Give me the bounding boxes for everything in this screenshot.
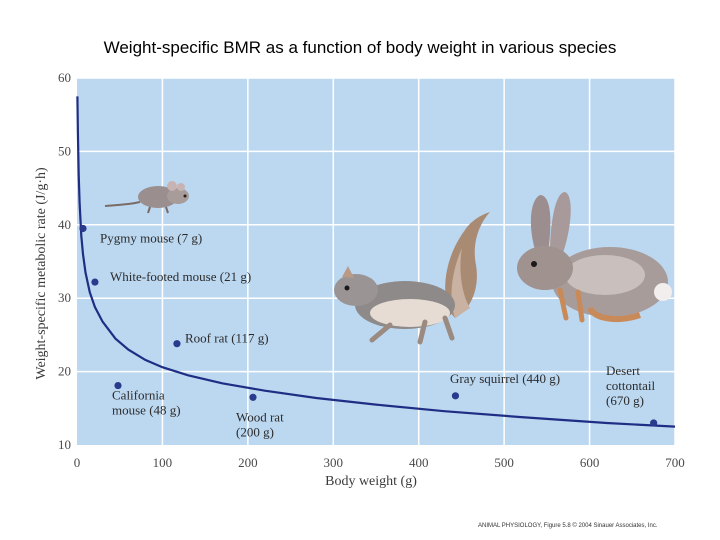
x-axis-label: Body weight (g) xyxy=(325,474,417,489)
x-tick-label: 300 xyxy=(324,455,344,470)
data-point-white-footed-mouse xyxy=(91,278,99,286)
x-tick-label: 0 xyxy=(74,455,81,470)
data-label-desert-cottontail: Desert xyxy=(606,363,640,378)
data-label-gray-squirrel: Gray squirrel (440 g) xyxy=(450,371,560,386)
y-tick-label: 10 xyxy=(58,437,71,452)
pygmy-mouse-illustration xyxy=(104,181,189,214)
animal-illustrations xyxy=(104,181,672,345)
y-tick-label: 60 xyxy=(58,70,71,85)
y-tick-label: 50 xyxy=(58,143,71,158)
y-axis-label: Weight-specific metabolic rate (J/g·h) xyxy=(34,167,49,380)
data-label-wood-rat: Wood rat xyxy=(236,409,284,424)
data-label-california-mouse: mouse (48 g) xyxy=(112,403,181,418)
figure-credit: ANIMAL PHYSIOLOGY, Figure 5.8 © 2004 Sin… xyxy=(478,522,658,529)
chart-title: Weight-specific BMR as a function of bod… xyxy=(103,38,617,57)
data-label-desert-cottontail: (670 g) xyxy=(606,393,644,408)
desert-cottontail-illustration xyxy=(517,192,672,323)
data-point-wood-rat xyxy=(249,393,257,401)
data-point-gray-squirrel xyxy=(451,392,460,400)
y-tick-label: 30 xyxy=(58,290,71,305)
data-label-california-mouse: California xyxy=(112,388,165,403)
data-label-desert-cottontail: cottontail xyxy=(606,378,655,393)
data-label-wood-rat: (200 g) xyxy=(236,424,274,439)
fit-curve xyxy=(76,96,676,428)
data-label-roof-rat: Roof rat (117 g) xyxy=(185,331,269,346)
data-label-white-footed-mouse: White-footed mouse (21 g) xyxy=(110,269,251,284)
data-label-pygmy-mouse: Pygmy mouse (7 g) xyxy=(100,230,202,245)
gray-squirrel-illustration xyxy=(334,212,490,345)
x-tick-label: 600 xyxy=(580,455,600,470)
x-tick-label: 400 xyxy=(409,455,429,470)
x-tick-label: 200 xyxy=(238,455,258,470)
y-tick-label: 20 xyxy=(58,364,71,379)
x-tick-label: 700 xyxy=(665,455,685,470)
x-tick-label: 500 xyxy=(494,455,514,470)
y-tick-label: 40 xyxy=(58,217,71,232)
data-point-pygmy-mouse xyxy=(79,224,87,233)
data-point-desert-cottontail xyxy=(650,419,658,427)
x-tick-label: 100 xyxy=(153,455,173,470)
data-point-california-mouse xyxy=(114,381,122,390)
data-point-roof-rat xyxy=(173,340,181,348)
